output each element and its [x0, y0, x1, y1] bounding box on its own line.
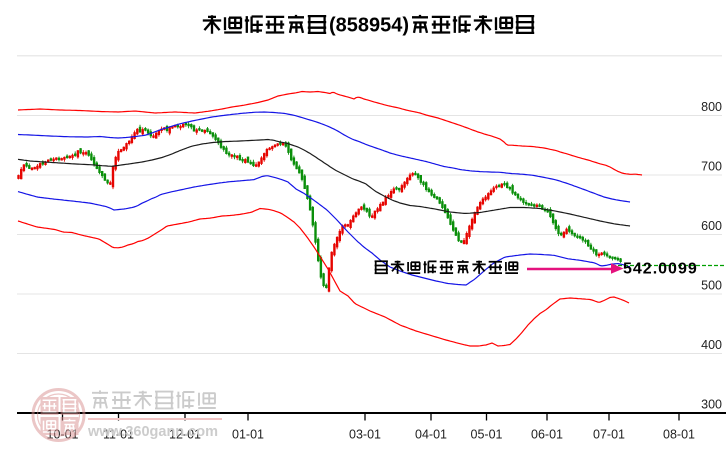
- svg-text:800: 800: [701, 100, 722, 114]
- svg-text:07-01: 07-01: [593, 428, 625, 442]
- svg-text:700: 700: [701, 160, 722, 174]
- svg-text:11-01: 11-01: [103, 428, 134, 442]
- svg-text:08-01: 08-01: [663, 428, 695, 442]
- svg-text:06-01: 06-01: [531, 428, 563, 442]
- svg-text:500: 500: [701, 279, 722, 293]
- svg-text:04-01: 04-01: [415, 428, 447, 442]
- svg-text:300: 300: [701, 398, 722, 412]
- svg-text:12-01: 12-01: [169, 428, 201, 442]
- svg-text:05-01: 05-01: [471, 428, 503, 442]
- svg-text:542.0099: 542.0099: [623, 261, 698, 278]
- svg-text:600: 600: [701, 219, 722, 233]
- svg-text:400: 400: [701, 338, 722, 352]
- svg-text:03-01: 03-01: [349, 428, 381, 442]
- svg-text:01-01: 01-01: [232, 428, 264, 442]
- svg-text:(858954): (858954): [329, 15, 409, 37]
- svg-text:www.360gann.com: www.360gann.com: [87, 424, 218, 440]
